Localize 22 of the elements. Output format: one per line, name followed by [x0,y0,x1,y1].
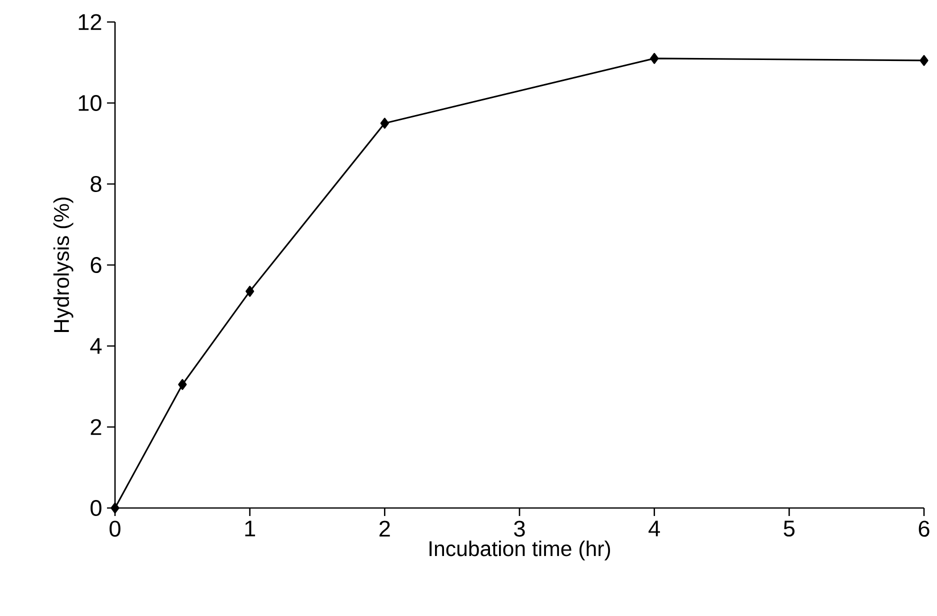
x-axis-title: Incubation time (hr) [430,540,610,560]
y-tick-label: 6 [90,256,102,274]
point [920,54,928,66]
y-tick-label: 8 [90,176,102,192]
point [178,378,187,390]
y-tick-label: 12 [78,14,102,30]
y-tick-label: 10 [78,94,102,112]
point [380,118,389,129]
point [246,286,254,297]
x-tick-label: 5 [784,520,795,537]
point [650,52,659,64]
y-tick-label: 4 [90,338,102,354]
x-tick-label: 0 [110,520,120,537]
x-tick-label: 2 [380,520,390,537]
x-tick-label: 3 [514,520,525,537]
y-tick-label: 0 [90,500,102,516]
y-tick-label: 2 [90,419,102,435]
x-tick-label: 1 [245,520,256,536]
x-tick-label: 4 [648,520,660,536]
x-tick-label: 6 [918,520,930,537]
point [110,502,120,514]
y-axis-title: Hydrolysis (%) [53,198,74,332]
